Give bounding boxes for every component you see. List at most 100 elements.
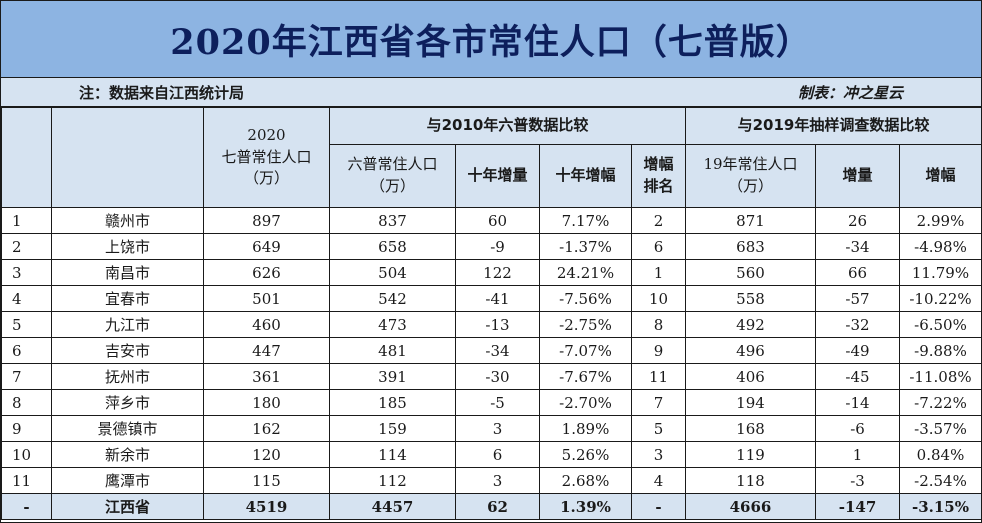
total-province: 江西省 <box>51 493 204 520</box>
cell-rank: 11 <box>631 363 686 390</box>
cell-pop2020: 361 <box>203 363 330 390</box>
cell-index: 11 <box>1 467 52 494</box>
cell-pop2010: 473 <box>329 311 456 338</box>
cell-city: 南昌市 <box>51 259 204 286</box>
cell-city: 抚州市 <box>51 363 204 390</box>
table-row: 2 上饶市 649 658 -9 -1.37% 6 683 -34 -4.98% <box>1 233 982 260</box>
cell-change10: -13 <box>455 311 540 338</box>
cell-pop2010: 159 <box>329 415 456 442</box>
source-note: 注：数据来自江西统计局 <box>79 83 245 102</box>
cell-pop2010: 658 <box>329 233 456 260</box>
cell-index: 7 <box>1 363 52 390</box>
header-rank-line1: 增幅 <box>643 155 674 174</box>
header-pop2020-line1: 2020 <box>247 125 286 144</box>
cell-city: 景德镇市 <box>51 415 204 442</box>
total-rate10: 1.39% <box>539 493 632 520</box>
cell-change19: -3 <box>815 467 900 494</box>
header-pop2010-line1: 六普常住人口 <box>347 155 438 174</box>
cell-city: 萍乡市 <box>51 389 204 416</box>
cell-change19: -6 <box>815 415 900 442</box>
cell-pop2019: 406 <box>685 363 816 390</box>
cell-rate19: 2.99% <box>899 207 982 234</box>
cell-rank: 5 <box>631 415 686 442</box>
cell-change10: 60 <box>455 207 540 234</box>
total-change19: -147 <box>815 493 900 520</box>
cell-change19: -57 <box>815 285 900 312</box>
cell-change10: -41 <box>455 285 540 312</box>
cell-rate19: -11.08% <box>899 363 982 390</box>
cell-change10: -34 <box>455 337 540 364</box>
header-index <box>1 107 52 208</box>
cell-rank: 3 <box>631 441 686 468</box>
header-row-1: 2020 七普常住人口 （万） 与2010年六普数据比较 与2019年抽样调查数… <box>1 107 982 208</box>
cell-change10: -9 <box>455 233 540 260</box>
header-pop2020: 2020 七普常住人口 （万） <box>203 107 330 208</box>
cell-pop2019: 558 <box>685 285 816 312</box>
cell-index: 6 <box>1 337 52 364</box>
cell-pop2019: 194 <box>685 389 816 416</box>
cell-change19: 66 <box>815 259 900 286</box>
cell-city: 九江市 <box>51 311 204 338</box>
cell-city: 赣州市 <box>51 207 204 234</box>
author-note: 制表：冲之星云 <box>797 83 903 102</box>
cell-index: 2 <box>1 233 52 260</box>
cell-rate10: -7.07% <box>539 337 632 364</box>
total-index: - <box>1 493 52 520</box>
cell-pop2020: 626 <box>203 259 330 286</box>
cell-change19: -49 <box>815 337 900 364</box>
table-body: 1 赣州市 897 837 60 7.17% 2 871 26 2.99% 2 上饶市 649 658-… <box>1 207 982 520</box>
cell-rank: 6 <box>631 233 686 260</box>
cell-rank: 9 <box>631 337 686 364</box>
cell-rank: 7 <box>631 389 686 416</box>
cell-pop2019: 683 <box>685 233 816 260</box>
cell-rank: 2 <box>631 207 686 234</box>
header-row-2: 六普常住人口 （万） 十年增量 十年增幅 增幅 排名 19年常住人口 （万） 增… <box>2 144 982 208</box>
cell-pop2020: 115 <box>203 467 330 494</box>
header-pop2020-line2: 七普常住人口 <box>221 147 312 166</box>
page-title: 2020年江西省各市常住人口（七普版） <box>1 1 981 78</box>
header-rank-line2: 排名 <box>643 177 674 195</box>
cell-pop2020: 180 <box>203 389 330 416</box>
cell-pop2010: 504 <box>329 259 456 286</box>
header-pop2019-line1: 19年常住人口 <box>703 155 798 174</box>
cell-change10: 3 <box>455 467 540 494</box>
cell-city: 鹰潭市 <box>51 467 204 494</box>
cell-rate10: 1.89% <box>539 415 632 442</box>
cell-pop2010: 391 <box>329 363 456 390</box>
cell-change19: 1 <box>815 441 900 468</box>
cell-pop2019: 871 <box>685 207 816 234</box>
cell-pop2019: 168 <box>685 415 816 442</box>
cell-pop2020: 501 <box>203 285 330 312</box>
cell-change10: 3 <box>455 415 540 442</box>
cell-rate10: -1.37% <box>539 233 632 260</box>
cell-pop2020: 897 <box>203 207 330 234</box>
cell-rate19: -4.98% <box>899 233 982 260</box>
cell-change10: 6 <box>455 441 540 468</box>
header-change10: 十年增量 <box>455 144 540 208</box>
cell-city: 上饶市 <box>51 233 204 260</box>
cell-pop2020: 447 <box>203 337 330 364</box>
cell-change19: -32 <box>815 311 900 338</box>
cell-pop2010: 114 <box>329 441 456 468</box>
table-row: 11 鹰潭市 115 112 3 2.68% 4 118 -3 -2.54% <box>1 467 982 494</box>
header-pop2010: 六普常住人口 （万） <box>329 144 456 208</box>
cell-pop2019: 119 <box>685 441 816 468</box>
cell-change19: -34 <box>815 233 900 260</box>
cell-rank: 1 <box>631 259 686 286</box>
header-pop2020-line3: （万） <box>243 169 289 188</box>
cell-rate19: -3.57% <box>899 415 982 442</box>
header-pop2010-line2: （万） <box>369 177 415 195</box>
cell-change19: -45 <box>815 363 900 390</box>
cell-rank: 8 <box>631 311 686 338</box>
cell-city: 新余市 <box>51 441 204 468</box>
cell-pop2010: 542 <box>329 285 456 312</box>
total-pop2010: 4457 <box>329 493 456 520</box>
table-row: 10 新余市 120 114 6 5.26% 3 119 1 0.84% <box>1 441 982 468</box>
table-row: 1 赣州市 897 837 60 7.17% 2 871 26 2.99% <box>1 207 982 234</box>
header-group-2010: 与2010年六普数据比较 <box>329 107 686 145</box>
cell-rate10: 24.21% <box>539 259 632 286</box>
header-pop2019: 19年常住人口 （万） <box>685 144 816 208</box>
cell-rate10: -7.67% <box>539 363 632 390</box>
cell-rate10: 7.17% <box>539 207 632 234</box>
cell-index: 8 <box>1 389 52 416</box>
